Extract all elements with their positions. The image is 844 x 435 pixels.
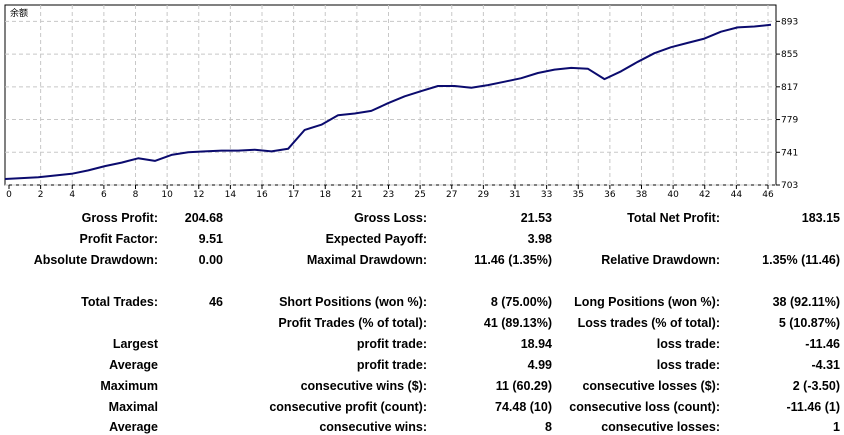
absolute-drawdown-label: Absolute Drawdown: bbox=[33, 253, 158, 267]
x-tick-label: 42 bbox=[699, 190, 710, 200]
x-tick-label: 40 bbox=[667, 190, 679, 200]
average-label: Average bbox=[109, 358, 158, 372]
maximal-cons-profit-value: 74.48 (10) bbox=[495, 400, 552, 414]
x-tick-label: 33 bbox=[541, 190, 552, 200]
maximal-drawdown-label: Maximal Drawdown: bbox=[306, 253, 427, 267]
x-tick-label: 18 bbox=[320, 190, 332, 200]
y-tick-label: 817 bbox=[781, 83, 798, 93]
x-tick-label: 21 bbox=[351, 190, 362, 200]
y-tick-label: 703 bbox=[781, 181, 798, 191]
gross-profit-value: 204.68 bbox=[184, 211, 223, 225]
x-tick-label: 17 bbox=[288, 190, 299, 200]
y-tick-label: 741 bbox=[781, 148, 798, 158]
total-net-profit-label: Total Net Profit: bbox=[627, 211, 720, 225]
relative-drawdown-value: 1.35% (11.46) bbox=[762, 253, 840, 267]
x-tick-label: 10 bbox=[161, 190, 173, 200]
avg-cons-wins-value: 8 bbox=[545, 420, 552, 434]
balance-chart: 703 741 779 817 855 893 0 2 4 6 8 10 12 14 16 17 18 21 23 2… bbox=[0, 0, 844, 200]
loss-trades-label: Loss trades (% of total): bbox=[577, 316, 720, 330]
y-tick-label: 893 bbox=[781, 17, 798, 27]
largest-label: Largest bbox=[112, 337, 158, 351]
avg-cons-losses-value: 1 bbox=[833, 420, 840, 434]
plot-frame bbox=[4, 4, 777, 186]
maximal-cons-loss-label: consecutive loss (count): bbox=[569, 400, 720, 414]
average-profit-value: 4.99 bbox=[527, 358, 552, 372]
x-tick-label: 12 bbox=[193, 190, 204, 200]
profit-factor-label: Profit Factor: bbox=[79, 232, 158, 246]
x-tick-label: 14 bbox=[225, 190, 237, 200]
maximal-label: Maximal bbox=[108, 400, 158, 414]
total-trades-value: 46 bbox=[209, 295, 223, 309]
largest-loss-label: loss trade: bbox=[656, 337, 720, 351]
x-tick-label: 38 bbox=[636, 190, 648, 200]
x-tick-label: 27 bbox=[446, 190, 457, 200]
x-tick-label: 25 bbox=[414, 190, 425, 200]
short-positions-value: 8 (75.00%) bbox=[490, 295, 552, 309]
x-tick-label: 8 bbox=[133, 190, 139, 200]
average2-label: Average bbox=[109, 420, 158, 434]
average-loss-label: loss trade: bbox=[656, 358, 720, 372]
y-tick-label: 779 bbox=[781, 116, 798, 126]
long-positions-value: 38 (92.11%) bbox=[772, 295, 840, 309]
x-tick-label: 0 bbox=[6, 190, 12, 200]
relative-drawdown-label: Relative Drawdown: bbox=[601, 253, 720, 267]
largest-profit-label: profit trade: bbox=[356, 337, 427, 351]
total-trades-label: Total Trades: bbox=[81, 295, 158, 309]
chart-title: 余额 bbox=[10, 7, 28, 19]
average-profit-label: profit trade: bbox=[356, 358, 427, 372]
x-tick-label: 44 bbox=[731, 190, 743, 200]
y-tick-label: 855 bbox=[781, 50, 798, 60]
largest-profit-value: 18.94 bbox=[520, 337, 552, 351]
x-tick-label: 46 bbox=[762, 190, 774, 200]
long-positions-label: Long Positions (won %): bbox=[574, 295, 720, 309]
x-tick-label: 6 bbox=[101, 190, 107, 200]
balance-line bbox=[4, 23, 772, 180]
loss-trades-value: 5 (10.87%) bbox=[778, 316, 840, 330]
x-tick-label: 29 bbox=[478, 190, 490, 200]
gross-profit-label: Gross Profit: bbox=[81, 211, 158, 225]
maximal-cons-loss-value: -11.46 (1) bbox=[786, 400, 840, 414]
average-loss-value: -4.31 bbox=[811, 358, 841, 372]
short-positions-label: Short Positions (won %): bbox=[279, 295, 427, 309]
profit-trades-label: Profit Trades (% of total): bbox=[278, 316, 427, 330]
expected-payoff-value: 3.98 bbox=[527, 232, 552, 246]
maximal-cons-profit-label: consecutive profit (count): bbox=[269, 400, 427, 414]
avg-cons-wins-label: consecutive wins: bbox=[319, 420, 427, 434]
profit-factor-value: 9.51 bbox=[198, 232, 223, 246]
max-cons-losses-value: 2 (-3.50) bbox=[792, 379, 840, 393]
x-tick-label: 36 bbox=[604, 190, 616, 200]
max-cons-wins-label: consecutive wins ($): bbox=[300, 379, 427, 393]
x-tick-label: 31 bbox=[509, 190, 520, 200]
total-net-profit-value: 183.15 bbox=[801, 211, 840, 225]
absolute-drawdown-value: 0.00 bbox=[198, 253, 223, 267]
max-cons-losses-label: consecutive losses ($): bbox=[582, 379, 720, 393]
x-tick-label: 2 bbox=[38, 190, 44, 200]
x-tick-label: 16 bbox=[256, 190, 268, 200]
gross-loss-label: Gross Loss: bbox=[354, 211, 427, 225]
expected-payoff-label: Expected Payoff: bbox=[325, 232, 427, 246]
x-tick-label: 23 bbox=[383, 190, 394, 200]
maximum-label: Maximum bbox=[100, 379, 158, 393]
avg-cons-losses-label: consecutive losses: bbox=[601, 420, 720, 434]
profit-trades-value: 41 (89.13%) bbox=[483, 316, 552, 330]
x-tick-label: 35 bbox=[573, 190, 584, 200]
gross-loss-value: 21.53 bbox=[520, 211, 552, 225]
x-tick-label: 4 bbox=[69, 190, 75, 200]
largest-loss-value: -11.46 bbox=[805, 337, 840, 351]
maximal-drawdown-value: 11.46 (1.35%) bbox=[474, 253, 552, 267]
max-cons-wins-value: 11 (60.29) bbox=[495, 379, 552, 393]
